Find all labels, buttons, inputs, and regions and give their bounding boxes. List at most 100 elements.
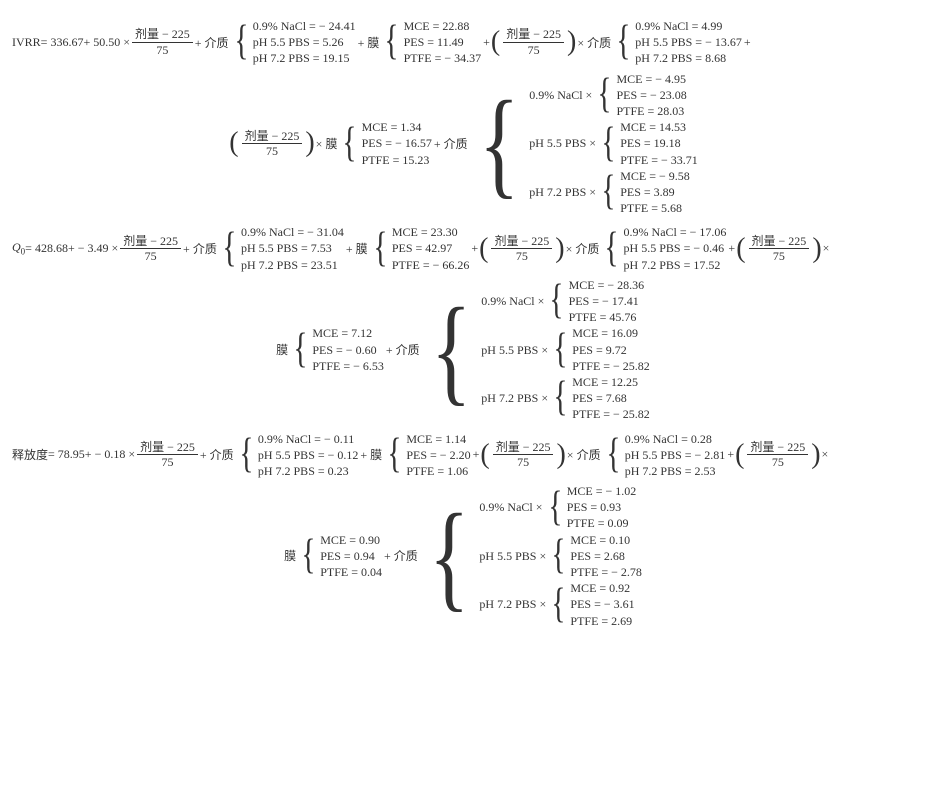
- medium-membrane-inner-1-line-2: PTFE = − 33.71: [620, 152, 698, 168]
- medium-membrane-inner-1-line-0: MCE = 16.09: [572, 325, 650, 341]
- dose-medium-line-0: 0.9% NaCl = − 17.06: [624, 224, 727, 240]
- membrane-main-block: {MCE = 1.14PES = − 2.20PTFE = 1.06: [384, 431, 470, 480]
- membrane-main-list: MCE = 23.30PES = 42.97PTFE = − 66.26: [392, 224, 470, 273]
- trailing-times: ×: [822, 447, 829, 462]
- equations-figure: IVRR = 336.67 + 50.50 × 剂量 − 22575 + 介质{…: [12, 18, 918, 629]
- medium-membrane-inner-2-line-1: PES = 7.68: [572, 390, 650, 406]
- medium-main-list: 0.9% NaCl = − 24.41pH 5.5 PBS = 5.26pH 7…: [253, 18, 356, 67]
- dose-medium-line-0: 0.9% NaCl = 0.28: [625, 431, 726, 447]
- membrane-main-line-0: MCE = 1.14: [406, 431, 470, 447]
- medium-main-line-1: pH 5.5 PBS = − 0.12: [258, 447, 359, 463]
- dose-membrane-line-2: PTFE = − 6.53: [312, 358, 384, 374]
- plus-medium-2: + 介质: [386, 341, 420, 358]
- medium-main-line-0: 0.9% NaCl = − 24.41: [253, 18, 356, 34]
- parenthesized-fraction: (剂量 − 22575): [735, 234, 822, 264]
- equation-IVRR: IVRR = 336.67 + 50.50 × 剂量 − 22575 + 介质{…: [12, 18, 918, 216]
- fraction-numerator: 剂量 − 225: [120, 234, 181, 249]
- medium-membrane-inner-2-line-1: PES = − 3.61: [570, 596, 634, 612]
- membrane-main-list: MCE = 22.88PES = 11.49PTFE = − 34.37: [404, 18, 482, 67]
- dose-medium-list: 0.9% NaCl = − 17.06pH 5.5 PBS = − 0.46pH…: [624, 224, 727, 273]
- right-paren-icon: ): [566, 28, 577, 56]
- dose-membrane-list: MCE = 0.90PES = 0.94PTFE = 0.04: [320, 532, 382, 581]
- medium-main-line-2: pH 7.2 PBS = 19.15: [253, 50, 356, 66]
- medium-main-line-2: pH 7.2 PBS = 0.23: [258, 463, 359, 479]
- left-paren-icon: (: [734, 441, 745, 469]
- dose-membrane-line-1: PES = − 16.57: [362, 135, 432, 151]
- dose-membrane-list: MCE = 7.12PES = − 0.60PTFE = − 6.53: [312, 325, 384, 374]
- medium-membrane-inner-1-list: MCE = 16.09PES = 9.72PTFE = − 25.82: [572, 325, 650, 374]
- left-paren-icon: (: [478, 235, 489, 263]
- equation-lhs: IVRR: [12, 35, 41, 50]
- dose-fraction: 剂量 − 22575: [242, 129, 303, 159]
- medium-membrane-block: {0.9% NaCl ×{MCE = − 1.02PES = 0.93PTFE …: [420, 483, 644, 629]
- parenthesized-fraction: (剂量 − 22575): [478, 234, 565, 264]
- membrane-main-line-2: PTFE = 1.06: [406, 463, 470, 479]
- equation-row-main: 释放度 = 78.95 + − 0.18 × 剂量 − 22575 + 介质{0…: [12, 431, 918, 480]
- membrane-main-line-1: PES = − 2.20: [406, 447, 470, 463]
- medium-membrane-row-2: pH 7.2 PBS ×{MCE = 12.25PES = 7.68PTFE =…: [481, 374, 652, 423]
- medium-main-block: {0.9% NaCl = − 31.04pH 5.5 PBS = 7.53pH …: [219, 224, 344, 273]
- dose-fraction: 剂量 − 22575: [747, 440, 808, 470]
- parenthesized-fraction: (剂量 − 22575): [479, 440, 566, 470]
- equation-row-continuation: 膜{MCE = 0.90PES = 0.94PTFE = 0.04 + 介质{0…: [12, 483, 918, 629]
- medium-level-label: pH 7.2 PBS ×: [481, 390, 548, 406]
- medium-membrane-inner-0-list: MCE = − 4.95PES = − 23.08PTFE = 28.03: [617, 71, 687, 120]
- medium-membrane-inner-1-block: {MCE = 0.10PES = 2.68PTFE = − 2.78: [548, 532, 642, 581]
- dose-membrane-line-1: PES = 0.94: [320, 548, 382, 564]
- dose-coefficient: + − 0.18 ×: [85, 447, 135, 462]
- membrane-main-line-0: MCE = 23.30: [392, 224, 470, 240]
- times-medium: × 介质: [577, 34, 611, 51]
- medium-level-label: pH 5.5 PBS ×: [479, 548, 546, 564]
- left-paren-icon: (: [228, 129, 239, 157]
- plus-membrane: + 膜: [358, 34, 380, 51]
- medium-main-list: 0.9% NaCl = − 31.04pH 5.5 PBS = 7.53pH 7…: [241, 224, 344, 273]
- membrane-main-line-2: PTFE = − 66.26: [392, 257, 470, 273]
- plus-membrane: + 膜: [360, 446, 382, 463]
- medium-membrane-inner-0-list: MCE = − 28.36PES = − 17.41PTFE = 45.76: [569, 277, 645, 326]
- medium-membrane-inner-0-line-0: MCE = − 4.95: [617, 71, 687, 87]
- membrane-main-block: {MCE = 23.30PES = 42.97PTFE = − 66.26: [370, 224, 470, 273]
- medium-membrane-inner-1-list: MCE = 0.10PES = 2.68PTFE = − 2.78: [570, 532, 642, 581]
- medium-membrane-row-0: 0.9% NaCl ×{MCE = − 28.36PES = − 17.41PT…: [481, 277, 652, 326]
- plus-medium: + 介质: [200, 446, 234, 463]
- left-brace-icon: {: [294, 332, 310, 368]
- medium-level-label: pH 7.2 PBS ×: [479, 596, 546, 612]
- left-brace-icon: {: [479, 92, 521, 194]
- plus-medium: + 介质: [195, 34, 229, 51]
- right-paren-icon: ): [554, 235, 565, 263]
- medium-main-block: {0.9% NaCl = − 24.41pH 5.5 PBS = 5.26pH …: [231, 18, 356, 67]
- dose-fraction: 剂量 − 22575: [120, 234, 181, 264]
- left-brace-icon: {: [239, 437, 255, 473]
- medium-membrane-row-1: pH 5.5 PBS ×{MCE = 14.53PES = 19.18PTFE …: [529, 119, 700, 168]
- dose-membrane-line-0: MCE = 7.12: [312, 325, 384, 341]
- parenthesized-fraction: (剂量 − 22575): [228, 129, 315, 159]
- dose-medium-line-2: pH 7.2 PBS = 17.52: [624, 257, 727, 273]
- medium-membrane-inner-1-line-2: PTFE = − 2.78: [570, 564, 642, 580]
- fraction-denominator: 75: [159, 455, 177, 469]
- medium-membrane-inner-2-line-0: MCE = 12.25: [572, 374, 650, 390]
- times-medium: × 介质: [567, 446, 601, 463]
- equation-lhs: Q0: [12, 240, 25, 256]
- medium-membrane-inner-2-block: {MCE = 12.25PES = 7.68PTFE = − 25.82: [550, 374, 650, 423]
- fraction-numerator: 剂量 − 225: [132, 27, 193, 42]
- medium-membrane-inner-2-line-2: PTFE = 2.69: [570, 613, 634, 629]
- dose-fraction: 剂量 − 22575: [137, 440, 198, 470]
- plus: +: [471, 241, 478, 256]
- left-brace-icon: {: [553, 380, 569, 416]
- equation-Release: 释放度 = 78.95 + − 0.18 × 剂量 − 22575 + 介质{0…: [12, 431, 918, 629]
- dose-membrane-block: {MCE = 1.34PES = − 16.57PTFE = 15.23: [339, 119, 431, 168]
- medium-membrane-inner-0-line-2: PTFE = 0.09: [567, 515, 637, 531]
- trailing-plus: +: [744, 35, 751, 50]
- left-paren-icon: (: [490, 28, 501, 56]
- times-medium: × 介质: [566, 240, 600, 257]
- medium-level-label: 0.9% NaCl ×: [479, 499, 542, 515]
- fraction-numerator: 剂量 − 225: [503, 27, 564, 42]
- left-brace-icon: {: [431, 299, 473, 401]
- plus-medium-2: + 介质: [434, 135, 468, 152]
- left-brace-icon: {: [385, 24, 401, 60]
- medium-membrane-row-2: pH 7.2 PBS ×{MCE = 0.92PES = − 3.61PTFE …: [479, 580, 644, 629]
- medium-membrane-inner-0-line-1: PES = 0.93: [567, 499, 637, 515]
- membrane-main-line-1: PES = 42.97: [392, 240, 470, 256]
- medium-membrane-row-1: pH 5.5 PBS ×{MCE = 16.09PES = 9.72PTFE =…: [481, 325, 652, 374]
- fraction-denominator: 75: [263, 144, 281, 158]
